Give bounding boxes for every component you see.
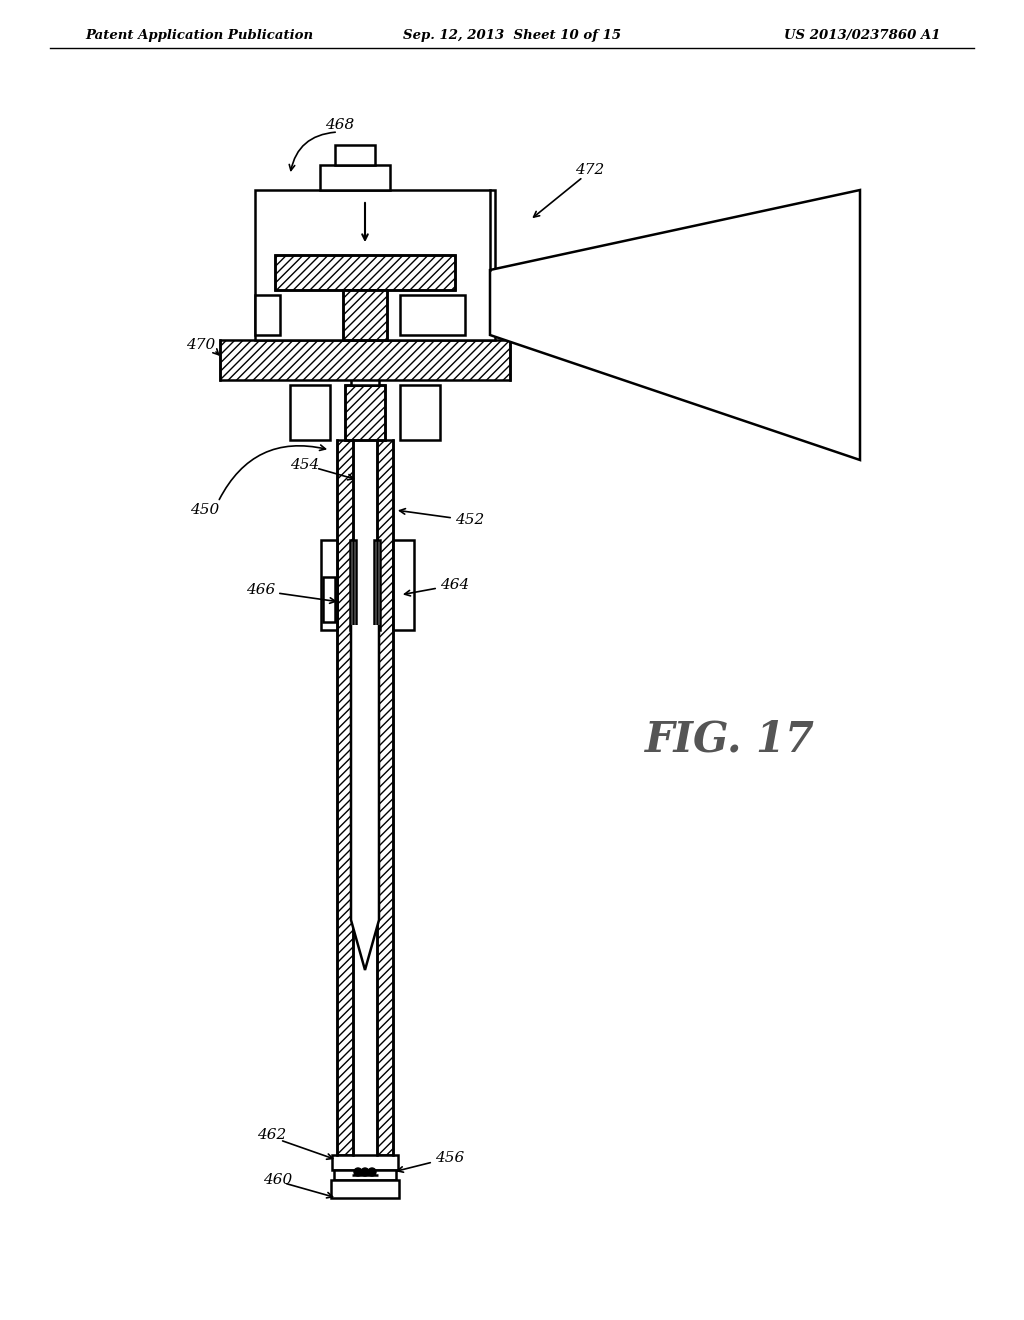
Circle shape [361, 1168, 369, 1176]
Bar [377, 440, 393, 1155]
Text: 472: 472 [575, 162, 604, 177]
Bar [275, 255, 455, 290]
Bar [220, 341, 510, 380]
Bar [323, 577, 335, 622]
Bar [331, 1180, 399, 1199]
Text: 462: 462 [257, 1129, 287, 1142]
Bar [334, 1170, 396, 1180]
Bar [393, 540, 414, 630]
Text: 454: 454 [291, 458, 319, 473]
Bar [319, 165, 390, 190]
Bar [332, 1155, 398, 1170]
Bar [290, 385, 330, 440]
Bar [343, 290, 387, 341]
Text: Patent Application Publication: Patent Application Publication [85, 29, 313, 41]
Bar [400, 294, 465, 335]
Bar [350, 540, 356, 630]
Text: US 2013/0237860 A1: US 2013/0237860 A1 [783, 29, 940, 41]
Bar [343, 290, 387, 341]
Text: Sep. 12, 2013  Sheet 10 of 15: Sep. 12, 2013 Sheet 10 of 15 [402, 29, 622, 41]
Bar [337, 440, 353, 1155]
Text: 468: 468 [326, 117, 354, 132]
Text: 460: 460 [263, 1173, 293, 1187]
Text: 464: 464 [440, 578, 469, 591]
Circle shape [354, 1168, 362, 1176]
Bar [335, 145, 375, 165]
Bar [400, 385, 440, 440]
Bar [345, 385, 385, 440]
Text: 466: 466 [246, 583, 275, 597]
Bar [255, 294, 280, 335]
Bar [321, 540, 337, 630]
Bar [351, 370, 379, 385]
Circle shape [368, 1168, 376, 1176]
Text: 452: 452 [455, 513, 484, 527]
Text: 456: 456 [435, 1151, 464, 1166]
Text: FIG. 17: FIG. 17 [645, 719, 815, 762]
Polygon shape [490, 190, 860, 459]
Text: 450: 450 [190, 503, 219, 517]
Bar [255, 190, 495, 341]
Bar [275, 255, 455, 290]
Polygon shape [351, 624, 379, 970]
Bar [345, 385, 385, 440]
Bar [374, 540, 380, 630]
Text: 470: 470 [185, 338, 215, 352]
